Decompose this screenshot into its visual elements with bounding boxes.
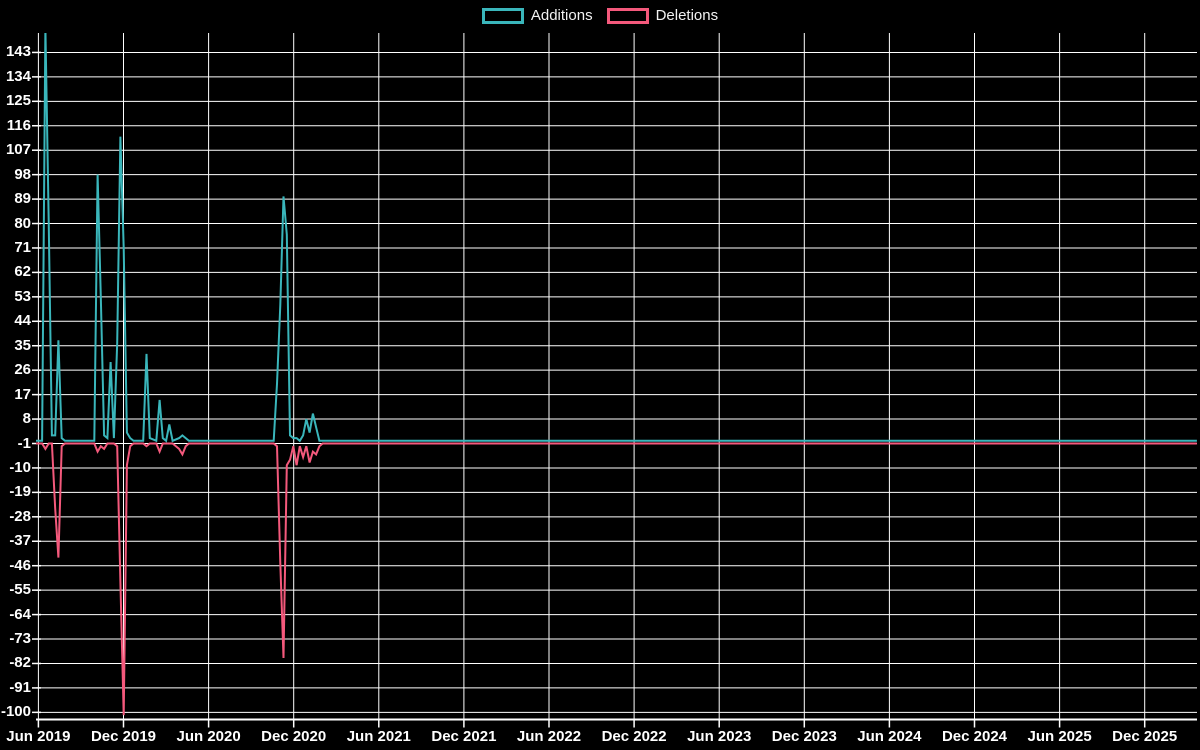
legend-label-deletions: Deletions (655, 7, 719, 24)
additions-swatch-icon (481, 8, 524, 24)
additions-line (36, 33, 1197, 443)
legend-label-additions: Additions (530, 7, 593, 24)
gridlines (36, 33, 1197, 720)
legend-item-additions[interactable]: Additions (481, 7, 593, 24)
axis-lines (32, 51, 1197, 728)
deletions-line (36, 442, 1197, 716)
deletions-swatch-icon (606, 8, 649, 24)
legend-item-deletions[interactable]: Deletions (606, 7, 719, 24)
legend: Additions Deletions (0, 8, 1200, 24)
series-lines (36, 33, 1197, 716)
